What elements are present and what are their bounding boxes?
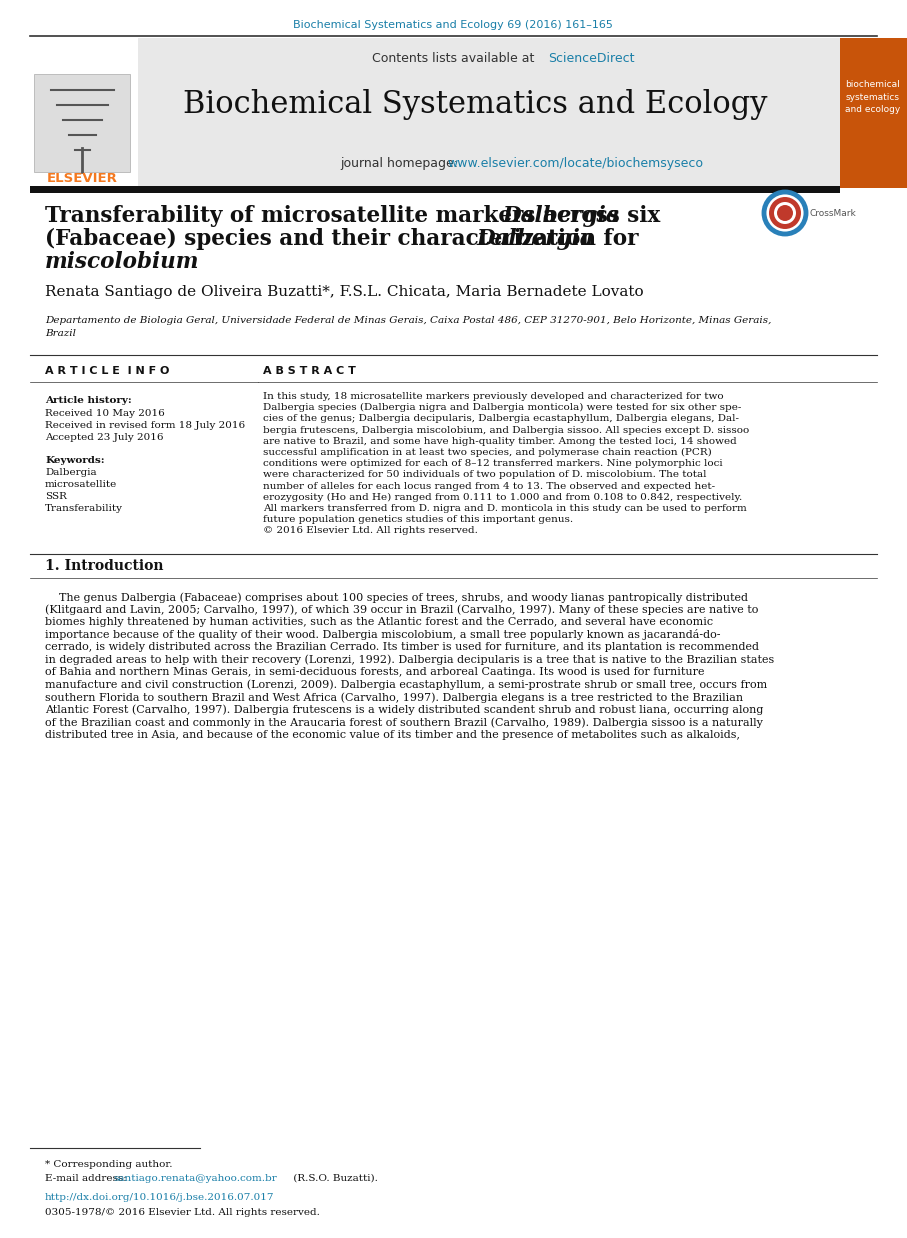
Text: were characterized for 50 individuals of two population of D. miscolobium. The t: were characterized for 50 individuals of… bbox=[263, 470, 707, 479]
Text: Renata Santiago de Oliveira Buzatti*, F.S.L. Chicata, Maria Bernadete Lovato: Renata Santiago de Oliveira Buzatti*, F.… bbox=[45, 285, 644, 300]
Text: microsatellite: microsatellite bbox=[45, 480, 117, 489]
Bar bbox=[30, 38, 840, 188]
Text: cerrado, is widely distributed across the Brazilian Cerrado. Its timber is used : cerrado, is widely distributed across th… bbox=[45, 643, 759, 652]
Text: Keywords:: Keywords: bbox=[45, 456, 104, 465]
Bar bbox=[30, 186, 840, 193]
Text: journal homepage:: journal homepage: bbox=[340, 156, 462, 170]
Text: Received 10 May 2016: Received 10 May 2016 bbox=[45, 409, 165, 418]
Text: www.elsevier.com/locate/biochemsyseco: www.elsevier.com/locate/biochemsyseco bbox=[447, 156, 703, 170]
Text: Received in revised form 18 July 2016: Received in revised form 18 July 2016 bbox=[45, 421, 245, 430]
Text: ScienceDirect: ScienceDirect bbox=[548, 52, 635, 64]
Text: distributed tree in Asia, and because of the economic value of its timber and th: distributed tree in Asia, and because of… bbox=[45, 729, 740, 739]
Text: Atlantic Forest (Carvalho, 1997). Dalbergia frutescens is a widely distributed s: Atlantic Forest (Carvalho, 1997). Dalber… bbox=[45, 704, 764, 716]
Text: All markers transferred from D. nigra and D. monticola in this study can be used: All markers transferred from D. nigra an… bbox=[263, 504, 746, 513]
Text: A R T I C L E  I N F O: A R T I C L E I N F O bbox=[45, 366, 170, 376]
Text: © 2016 Elsevier Ltd. All rights reserved.: © 2016 Elsevier Ltd. All rights reserved… bbox=[263, 526, 478, 535]
Text: southern Florida to southern Brazil and West Africa (Carvalho, 1997). Dalbergia : southern Florida to southern Brazil and … bbox=[45, 692, 743, 702]
Text: Biochemical Systematics and Ecology: Biochemical Systematics and Ecology bbox=[182, 89, 767, 120]
Text: biomes highly threatened by human activities, such as the Atlantic forest and th: biomes highly threatened by human activi… bbox=[45, 617, 713, 626]
Text: In this study, 18 microsatellite markers previously developed and characterized : In this study, 18 microsatellite markers… bbox=[263, 392, 724, 401]
Text: Dalbergia: Dalbergia bbox=[477, 228, 595, 250]
Bar bbox=[34, 74, 130, 172]
Bar bbox=[30, 38, 138, 188]
Text: Transferability of microsatellite markers across six: Transferability of microsatellite marker… bbox=[45, 206, 668, 227]
Text: * Corresponding author.: * Corresponding author. bbox=[45, 1160, 172, 1169]
Text: santiago.renata@yahoo.com.br: santiago.renata@yahoo.com.br bbox=[113, 1174, 277, 1184]
Text: number of alleles for each locus ranged from 4 to 13. The observed and expected : number of alleles for each locus ranged … bbox=[263, 482, 715, 490]
Text: manufacture and civil construction (Lorenzi, 2009). Dalbergia ecastaphyllum, a s: manufacture and civil construction (Lore… bbox=[45, 680, 767, 690]
Text: bergia frutescens, Dalbergia miscolobium, and Dalbergia sissoo. All species exce: bergia frutescens, Dalbergia miscolobium… bbox=[263, 426, 749, 435]
Text: The genus Dalbergia (Fabaceae) comprises about 100 species of trees, shrubs, and: The genus Dalbergia (Fabaceae) comprises… bbox=[45, 592, 748, 603]
Text: of the Brazilian coast and commonly in the Araucaria forest of southern Brazil (: of the Brazilian coast and commonly in t… bbox=[45, 717, 763, 728]
Text: 1. Introduction: 1. Introduction bbox=[45, 560, 163, 573]
Text: (Fabaceae) species and their characterization for: (Fabaceae) species and their characteriz… bbox=[45, 228, 646, 250]
Text: in degraded areas to help with their recovery (Lorenzi, 1992). Dalbergia decipul: in degraded areas to help with their rec… bbox=[45, 655, 775, 665]
Text: cies of the genus; Dalbergia decipularis, Dalbergia ecastaphyllum, Dalbergia ele: cies of the genus; Dalbergia decipularis… bbox=[263, 415, 739, 423]
Text: SSR: SSR bbox=[45, 491, 67, 501]
Text: Transferability: Transferability bbox=[45, 504, 123, 513]
Text: Contents lists available at: Contents lists available at bbox=[372, 52, 539, 64]
Text: Biochemical Systematics and Ecology 69 (2016) 161–165: Biochemical Systematics and Ecology 69 (… bbox=[293, 20, 613, 30]
Circle shape bbox=[769, 197, 801, 229]
Text: of Bahia and northern Minas Gerais, in semi-deciduous forests, and arboreal Caat: of Bahia and northern Minas Gerais, in s… bbox=[45, 667, 705, 677]
Text: Dalbergia species (Dalbergia nigra and Dalbergia monticola) were tested for six : Dalbergia species (Dalbergia nigra and D… bbox=[263, 404, 741, 412]
Text: ELSEVIER: ELSEVIER bbox=[46, 172, 117, 184]
Text: Departamento de Biologia Geral, Universidade Federal de Minas Gerais, Caixa Post: Departamento de Biologia Geral, Universi… bbox=[45, 316, 771, 338]
Text: (R.S.O. Buzatti).: (R.S.O. Buzatti). bbox=[290, 1174, 378, 1184]
Text: http://dx.doi.org/10.1016/j.bse.2016.07.017: http://dx.doi.org/10.1016/j.bse.2016.07.… bbox=[45, 1193, 275, 1202]
Text: CrossMark: CrossMark bbox=[810, 208, 857, 218]
Text: Dalbergia: Dalbergia bbox=[45, 468, 97, 477]
Text: Accepted 23 July 2016: Accepted 23 July 2016 bbox=[45, 433, 163, 442]
Bar bbox=[840, 38, 907, 188]
Text: future population genetics studies of this important genus.: future population genetics studies of th… bbox=[263, 515, 573, 524]
Circle shape bbox=[777, 206, 793, 222]
Text: miscolobium: miscolobium bbox=[45, 251, 200, 274]
Text: biochemical
systematics
and ecology: biochemical systematics and ecology bbox=[845, 80, 901, 114]
Text: 0305-1978/© 2016 Elsevier Ltd. All rights reserved.: 0305-1978/© 2016 Elsevier Ltd. All right… bbox=[45, 1208, 320, 1217]
Text: A B S T R A C T: A B S T R A C T bbox=[263, 366, 356, 376]
Circle shape bbox=[774, 202, 796, 224]
Text: Dalbergia: Dalbergia bbox=[502, 206, 619, 227]
Text: successful amplification in at least two species, and polymerase chain reaction : successful amplification in at least two… bbox=[263, 448, 712, 457]
Text: (Klitgaard and Lavin, 2005; Carvalho, 1997), of which 39 occur in Brazil (Carval: (Klitgaard and Lavin, 2005; Carvalho, 19… bbox=[45, 604, 758, 615]
Text: are native to Brazil, and some have high-quality timber. Among the tested loci, : are native to Brazil, and some have high… bbox=[263, 437, 736, 446]
Text: erozygosity (Ho and He) ranged from 0.111 to 1.000 and from 0.108 to 0.842, resp: erozygosity (Ho and He) ranged from 0.11… bbox=[263, 493, 742, 501]
Text: E-mail address:: E-mail address: bbox=[45, 1174, 130, 1184]
Text: importance because of the quality of their wood. Dalbergia miscolobium, a small : importance because of the quality of the… bbox=[45, 629, 720, 640]
Text: conditions were optimized for each of 8–12 transferred markers. Nine polymorphic: conditions were optimized for each of 8–… bbox=[263, 459, 723, 468]
Text: Article history:: Article history: bbox=[45, 396, 132, 405]
